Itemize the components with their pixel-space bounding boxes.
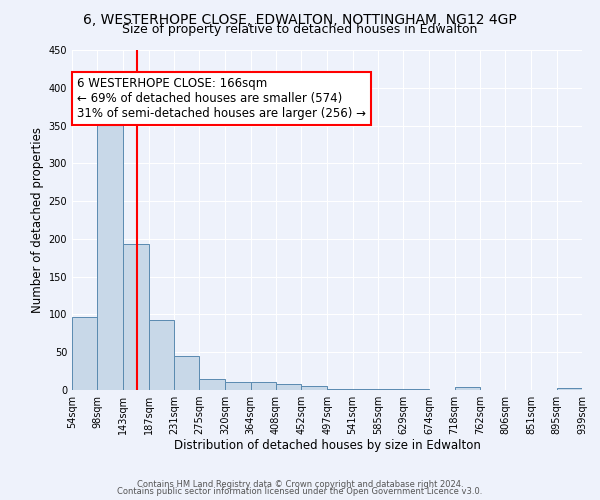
Y-axis label: Number of detached properties: Number of detached properties	[31, 127, 44, 313]
Bar	[276, 384, 301, 390]
Bar	[174, 356, 199, 390]
Text: Contains HM Land Registry data © Crown copyright and database right 2024.: Contains HM Land Registry data © Crown c…	[137, 480, 463, 489]
Text: Contains public sector information licensed under the Open Government Licence v3: Contains public sector information licen…	[118, 488, 482, 496]
Bar	[403, 389, 429, 390]
Text: 6 WESTERHOPE CLOSE: 166sqm
← 69% of detached houses are smaller (574)
31% of sem: 6 WESTERHOPE CLOSE: 166sqm ← 69% of deta…	[77, 77, 366, 120]
Text: Size of property relative to detached houses in Edwalton: Size of property relative to detached ho…	[122, 22, 478, 36]
Bar	[557, 388, 582, 390]
Bar	[378, 389, 403, 390]
Bar	[455, 387, 480, 390]
Bar	[353, 389, 378, 390]
Text: 6, WESTERHOPE CLOSE, EDWALTON, NOTTINGHAM, NG12 4GP: 6, WESTERHOPE CLOSE, EDWALTON, NOTTINGHA…	[83, 12, 517, 26]
Bar	[97, 116, 123, 390]
Bar	[149, 320, 174, 390]
Bar	[199, 380, 225, 390]
Bar	[251, 382, 276, 390]
Bar	[72, 318, 97, 390]
Bar	[301, 386, 327, 390]
X-axis label: Distribution of detached houses by size in Edwalton: Distribution of detached houses by size …	[173, 438, 481, 452]
Bar	[123, 244, 149, 390]
Bar	[327, 389, 353, 390]
Bar	[225, 382, 251, 390]
